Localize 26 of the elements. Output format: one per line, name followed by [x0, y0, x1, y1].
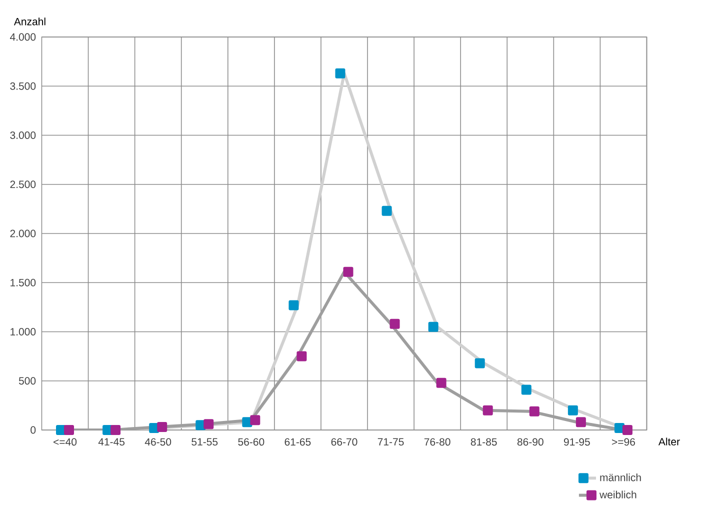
x-tick-label: 81-85 — [470, 438, 497, 446]
y-tick-label: 2.000 — [10, 230, 36, 238]
y-tick-label: 3.500 — [10, 82, 36, 90]
y-axis-title: Anzahl — [14, 18, 46, 26]
x-tick-label: >=96 — [612, 438, 635, 446]
x-tick-label: <=40 — [54, 438, 77, 446]
x-tick-label: 46-50 — [144, 438, 172, 446]
x-axis-title: Alter — [658, 438, 680, 446]
y-tick-label: 1.500 — [10, 278, 36, 286]
x-tick-label: 61-65 — [284, 438, 311, 446]
x-tick-label: 76-80 — [424, 438, 450, 446]
x-tick-label: 91-95 — [564, 438, 590, 446]
y-tick-label: 2.500 — [10, 180, 36, 188]
x-tick-label: 66-70 — [331, 438, 358, 446]
x-tick-label: 51-55 — [192, 438, 218, 446]
x-tick-label: 56-60 — [238, 438, 264, 446]
legend-label: männlich — [600, 474, 641, 482]
x-tick-label: 41-45 — [98, 438, 125, 446]
y-tick-label: 4.000 — [10, 33, 36, 41]
y-tick-label: 0 — [30, 426, 36, 434]
legend-label: weiblich — [600, 490, 636, 498]
y-tick-label: 1.000 — [10, 328, 36, 336]
y-tick-label: 3.000 — [10, 132, 36, 139]
x-tick-label: 71-75 — [378, 438, 404, 446]
y-tick-label: 500 — [18, 377, 36, 385]
x-tick-label: 86-90 — [517, 438, 544, 446]
